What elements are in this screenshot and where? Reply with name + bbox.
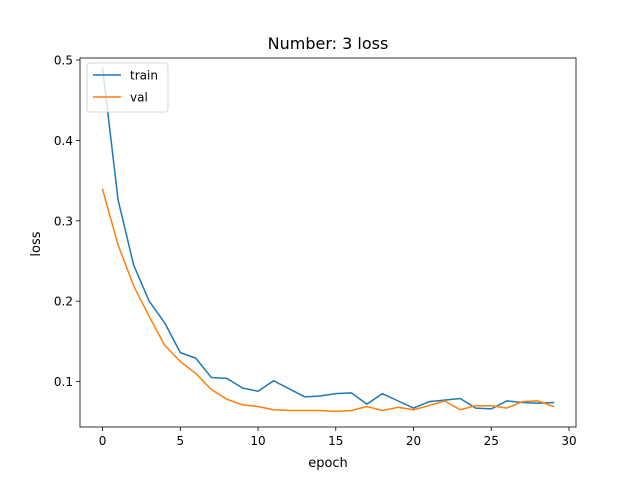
x-tick-label: 25 <box>484 434 499 448</box>
legend: train val <box>86 62 169 113</box>
x-tick-label: 30 <box>561 434 576 448</box>
series-layer <box>101 67 555 413</box>
y-tick-label: 0.5 <box>54 54 73 68</box>
y-tick-label: 0.3 <box>54 214 73 228</box>
legend-label-val: val <box>130 91 148 105</box>
y-axis-ticks: 0.1 0.2 0.3 0.4 0.5 <box>54 54 80 389</box>
x-tick-label: 15 <box>328 434 343 448</box>
x-tick-label: 0 <box>99 434 107 448</box>
x-axis-ticks: 0 5 10 15 20 25 30 <box>99 427 577 448</box>
x-tick-label: 10 <box>250 434 265 448</box>
x-tick-label: 20 <box>406 434 421 448</box>
x-tick-label: 5 <box>176 434 184 448</box>
legend-label-train: train <box>130 69 158 83</box>
y-tick-label: 0.1 <box>54 375 73 389</box>
axes-frame <box>79 57 577 428</box>
series-line-val <box>101 188 555 413</box>
x-axis-label: epoch <box>308 456 348 471</box>
y-tick-label: 0.2 <box>54 295 73 309</box>
y-tick-label: 0.4 <box>54 134 73 148</box>
y-axis-label: loss <box>29 231 44 256</box>
chart-title: Number: 3 loss <box>268 34 389 53</box>
series-line-train <box>101 67 555 410</box>
